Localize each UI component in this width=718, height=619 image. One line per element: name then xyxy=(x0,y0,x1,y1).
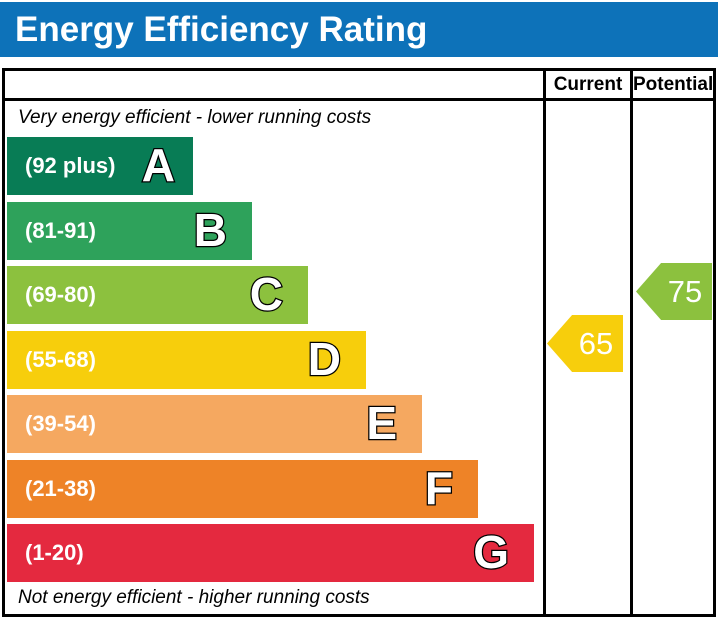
current-column-header: Current xyxy=(553,74,623,95)
band-range-label: (21-38) xyxy=(25,475,96,501)
band-letter: F xyxy=(424,460,455,515)
band-letter: B xyxy=(193,202,229,257)
band-range-label: (92 plus) xyxy=(25,153,116,178)
top-note: Very energy efficient - lower running co… xyxy=(18,107,372,128)
band-row-c: (69-80) C xyxy=(7,266,308,324)
potential-rating-value: 75 xyxy=(667,274,703,309)
potential-rating-arrow: 75 xyxy=(636,263,712,320)
band-row-f: (21-38) F xyxy=(7,459,478,518)
band-letter: G xyxy=(472,525,510,580)
potential-column-header: Potential xyxy=(633,74,714,95)
band-row-b: (81-91) B xyxy=(7,201,252,260)
band-range-label: (55-68) xyxy=(25,346,96,372)
band-letter: E xyxy=(365,396,398,451)
current-column-divider xyxy=(543,71,546,614)
band-range-label: (39-54) xyxy=(25,411,96,436)
current-rating-value: 65 xyxy=(578,326,614,361)
band-letter: D xyxy=(307,331,343,386)
band-range-label: (69-80) xyxy=(25,282,96,307)
band-row-g: (1-20) G xyxy=(7,524,534,582)
band-row-a: (92 plus) A xyxy=(7,137,193,195)
current-rating-arrow: 65 xyxy=(547,315,623,372)
band-letter: C xyxy=(249,267,285,322)
title-bar: Energy Efficiency Rating xyxy=(0,2,718,57)
page-title: Energy Efficiency Rating xyxy=(15,9,428,49)
table-header-row xyxy=(5,71,713,101)
band-range-label: (1-20) xyxy=(25,540,84,565)
band-letter: A xyxy=(141,138,177,193)
band-row-d: (55-68) D xyxy=(7,330,366,389)
table-inner: Current Potential Very energy efficient … xyxy=(5,71,713,614)
band-range-label: (81-91) xyxy=(25,217,96,243)
potential-column-divider xyxy=(630,71,633,614)
energy-rating-table: Current Potential Very energy efficient … xyxy=(2,68,716,617)
bottom-note: Not energy efficient - higher running co… xyxy=(18,587,370,608)
band-row-e: (39-54) E xyxy=(7,395,422,453)
